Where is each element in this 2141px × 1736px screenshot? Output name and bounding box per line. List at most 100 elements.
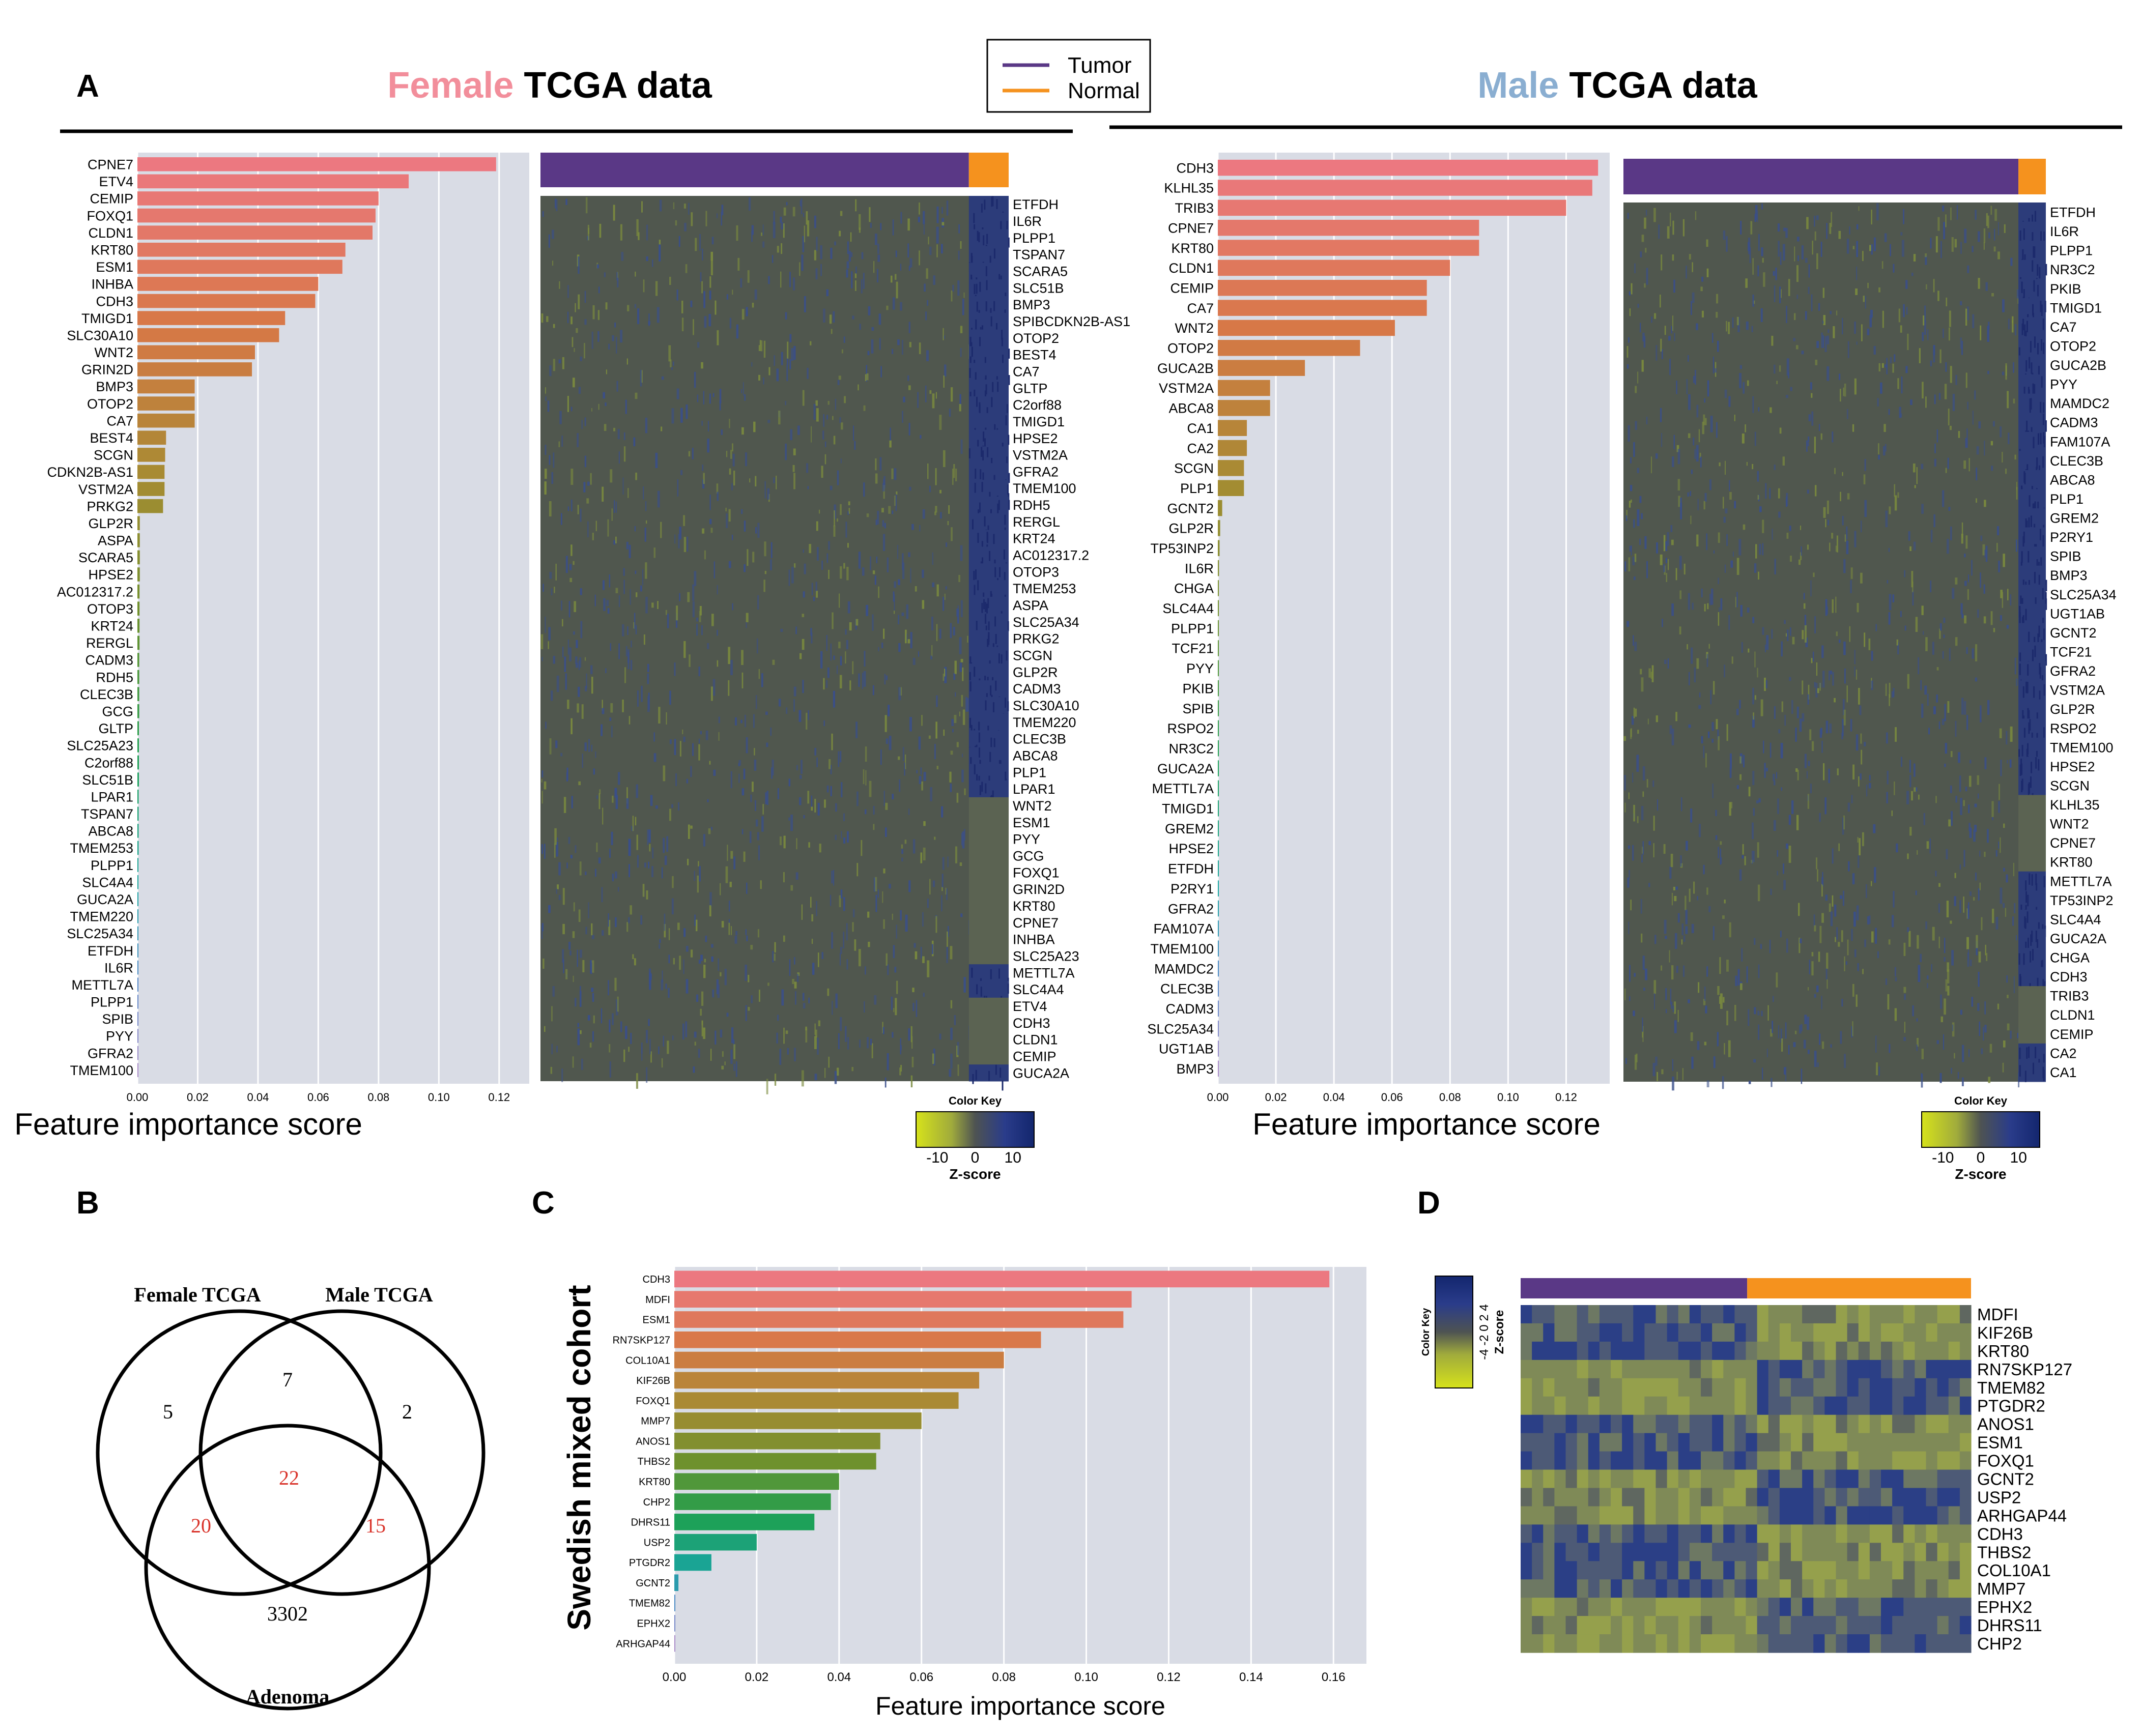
heat-cell <box>1521 1305 1532 1324</box>
heat-cell <box>1629 870 1630 879</box>
heat-cell <box>1633 1561 1645 1580</box>
heat-cell <box>1007 484 1009 495</box>
heat-cell <box>2045 264 2047 276</box>
heat-cell <box>1629 545 1632 552</box>
heat-cell <box>626 305 630 311</box>
heat-cell <box>1768 1396 1780 1415</box>
bar <box>137 362 252 377</box>
category-label: PTGDR2 <box>629 1557 670 1569</box>
heat-cell <box>1632 557 1635 566</box>
heat-cell <box>1675 712 1678 721</box>
heat-cell <box>987 447 989 457</box>
normal-cell <box>968 797 1009 815</box>
heat-cell <box>752 782 754 792</box>
heat-cell <box>912 839 916 854</box>
heat-cell <box>1892 1451 1904 1470</box>
heat-cell <box>758 374 760 381</box>
heat-cell <box>2039 529 2041 540</box>
heat-cell <box>1758 798 1761 803</box>
color-key-label: Z-score <box>949 1166 1001 1182</box>
heat-cell <box>865 770 867 786</box>
heat-cell <box>628 838 631 856</box>
bar <box>137 635 140 650</box>
heat-cell <box>548 234 550 248</box>
heat-cell <box>1779 1341 1791 1361</box>
heat-cell <box>720 883 721 895</box>
bar <box>137 157 496 171</box>
female-title-rest: TCGA data <box>513 65 712 106</box>
heat-cell <box>934 836 936 840</box>
heat-cell <box>590 962 592 974</box>
heat-cell <box>780 628 783 632</box>
heat-cell <box>1821 913 1824 923</box>
color-key-title: Color Key <box>949 1094 1002 1107</box>
heat-cell <box>1698 824 1701 837</box>
heat-cell <box>1937 1323 1949 1342</box>
heat-cell <box>708 828 711 834</box>
bar <box>137 755 139 770</box>
heat-cell <box>541 313 544 323</box>
heat-cell <box>1907 333 1909 350</box>
heat-cell <box>950 1000 953 1008</box>
heat-cell <box>1757 471 1759 482</box>
heat-cell <box>1889 682 1891 698</box>
heat-cell <box>2042 413 2044 425</box>
heat-cell <box>1748 787 1751 797</box>
heat-cell <box>848 501 850 506</box>
gene-label: CDH3 <box>1977 1524 2023 1543</box>
heat-cell <box>748 975 750 982</box>
heat-cell <box>1655 1543 1668 1561</box>
x-axis-label: Feature importance score <box>14 1107 362 1141</box>
heat-cell <box>746 622 747 628</box>
bar <box>137 345 255 360</box>
heat-cell <box>983 431 985 442</box>
heat-cell <box>1691 923 1694 934</box>
heat-cell <box>1747 242 1750 251</box>
heat-cell <box>581 1058 583 1070</box>
category-label: NR3C2 <box>1168 741 1214 756</box>
heat-cell <box>2035 874 2037 885</box>
heat-cell <box>901 857 903 862</box>
heat-cell <box>694 1041 696 1046</box>
heat-cell <box>570 718 573 735</box>
heat-cell <box>883 628 885 639</box>
heat-cell <box>1644 1414 1657 1434</box>
heat-cell <box>681 317 684 332</box>
heat-cell <box>992 702 994 712</box>
heat-cell <box>590 473 592 485</box>
heat-cell <box>609 717 612 721</box>
heat-cell <box>855 619 859 626</box>
heat-cell <box>1949 648 1951 661</box>
heat-cell <box>2019 230 2021 242</box>
heat-cell <box>1712 1616 1724 1635</box>
heat-cell <box>1907 674 1909 689</box>
heat-cell <box>1642 766 1645 780</box>
heatmap-row-label: SPIB <box>2050 549 2081 564</box>
heat-cell <box>915 586 917 592</box>
heat-cell <box>1766 1049 1768 1058</box>
heat-cell <box>1694 667 1696 683</box>
heat-cell <box>585 197 588 214</box>
heat-cell <box>1847 1378 1859 1397</box>
heat-cell <box>673 202 675 209</box>
heat-cell <box>1800 552 1802 560</box>
heat-cell <box>1778 729 1781 734</box>
heatmap-body <box>540 196 1009 1081</box>
heat-cell <box>1904 625 1906 631</box>
heat-cell <box>908 552 911 557</box>
heat-cell <box>1709 594 1712 605</box>
heat-cell <box>641 201 643 213</box>
heat-cell <box>944 364 947 377</box>
heat-cell <box>793 699 795 712</box>
heat-cell <box>1915 1561 1927 1580</box>
heat-cell <box>1903 209 1904 224</box>
color-key-bar <box>1435 1276 1473 1388</box>
heat-cell <box>1655 1524 1668 1543</box>
bar <box>1218 259 1450 276</box>
heat-cell <box>1892 363 1894 373</box>
heat-cell <box>1644 1579 1657 1598</box>
heat-cell <box>1850 567 1853 579</box>
heat-cell <box>1939 628 1941 639</box>
heat-cell <box>1881 1396 1893 1415</box>
heat-cell <box>570 316 573 325</box>
